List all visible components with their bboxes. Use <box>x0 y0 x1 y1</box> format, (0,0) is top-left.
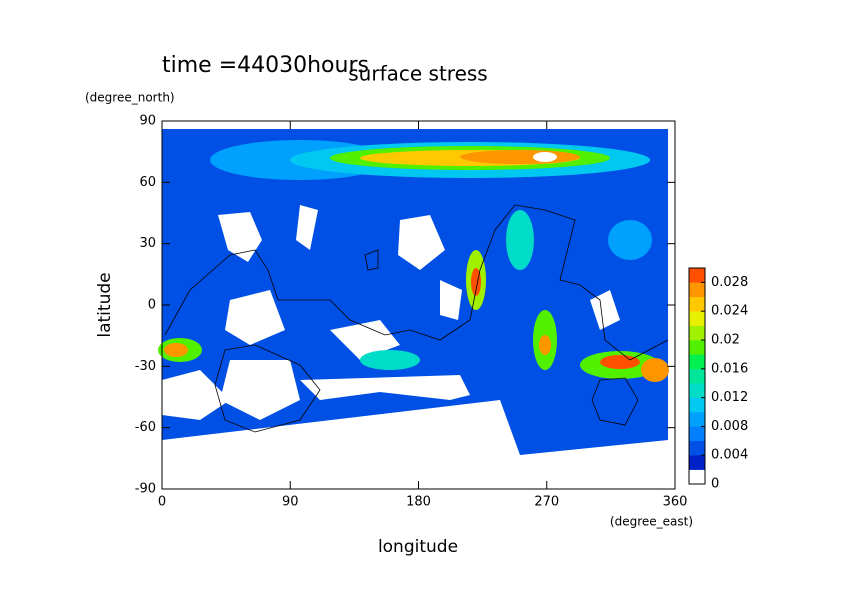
colorbar-band <box>689 455 705 470</box>
colorbar-tick-label: 0.016 <box>711 361 748 376</box>
colorbar-tick-label: 0.024 <box>711 304 748 319</box>
colorbar-tick-label: 0.008 <box>711 419 748 434</box>
colorbar-tick-label: 0.02 <box>711 333 740 348</box>
colorbar-tick-label: 0 <box>711 477 719 492</box>
colorbar-band <box>689 325 705 341</box>
colorbar-band <box>689 340 705 355</box>
y-axis-unit: (degree_north) <box>85 91 175 105</box>
y-tick-label: 0 <box>148 298 156 313</box>
colorbar-band <box>689 383 705 398</box>
contour-field <box>158 129 669 489</box>
y-tick-label: 30 <box>139 236 156 251</box>
x-axis-unit: (degree_east) <box>610 515 693 529</box>
colorbar-band <box>689 311 705 326</box>
colorbar-band <box>689 397 705 413</box>
x-tick-label: 270 <box>534 495 559 510</box>
colorbar-band <box>689 469 705 485</box>
field-low <box>162 205 668 489</box>
field-mid <box>158 140 669 382</box>
colorbar-band <box>689 412 705 427</box>
axes <box>161 120 676 490</box>
colorbar-frame <box>688 267 706 485</box>
colorbar-band <box>689 440 705 456</box>
time-label: time =44030hours <box>162 53 369 78</box>
x-axis-label: longitude <box>378 537 458 557</box>
y-tick-label: -30 <box>135 359 156 374</box>
colorbar-tick-label: 0.028 <box>711 275 748 290</box>
coastline <box>164 204 669 433</box>
x-tick-label: 0 <box>158 495 166 510</box>
colorbar-band <box>689 296 705 312</box>
colorbar-band <box>689 282 705 298</box>
x-tick-label: 90 <box>282 495 299 510</box>
colorbar-tick-label: 0.004 <box>711 448 748 463</box>
y-axis-label: latitude <box>95 272 115 337</box>
chart-title: surface stress <box>348 62 487 86</box>
colorbar-tick-label: 0.012 <box>711 390 748 405</box>
y-tick-label: -90 <box>135 482 156 497</box>
colorbar-band <box>689 426 705 442</box>
y-tick-label: 60 <box>139 175 156 190</box>
colorbar-band <box>689 268 705 283</box>
x-tick-label: 360 <box>663 495 688 510</box>
colorbar-band <box>689 354 705 370</box>
colorbar-band <box>689 368 705 384</box>
y-tick-label: -60 <box>135 420 156 435</box>
x-tick-label: 180 <box>406 495 431 510</box>
y-tick-label: 90 <box>139 114 156 129</box>
